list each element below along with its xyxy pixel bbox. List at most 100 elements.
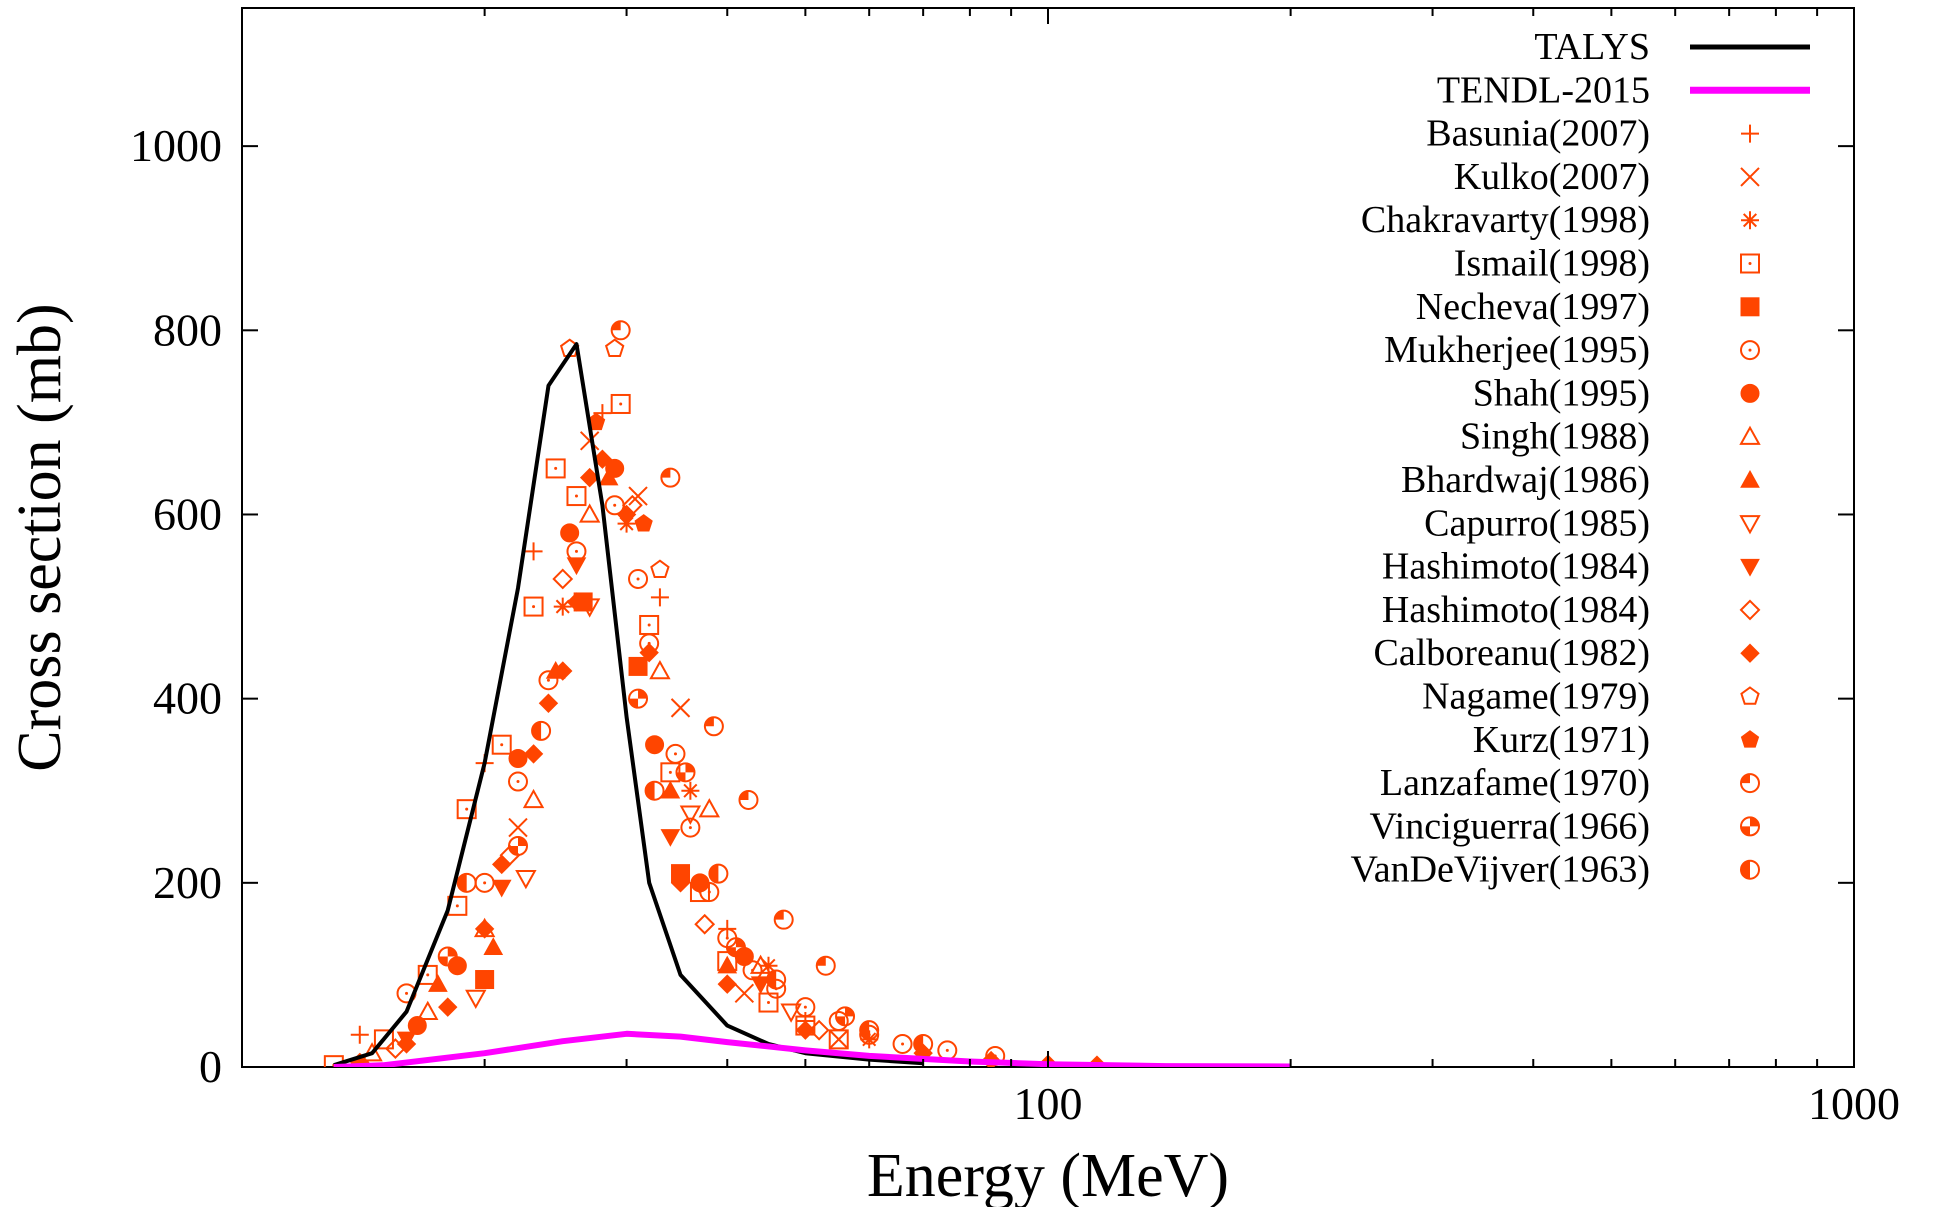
marker-fill [1741,774,1750,784]
legend-label: TENDL-2015 [1437,69,1650,111]
data-point [665,743,686,764]
legend-marker [1741,211,1759,230]
data-point [604,338,625,358]
marker-shape [1741,211,1759,230]
marker-shape [553,597,572,616]
marker-dot [1748,348,1752,352]
data-point [694,913,716,935]
marker-fill [661,468,671,478]
marker-shape [491,734,512,755]
data-point [634,514,653,532]
x-axis-title: Energy (MeV) [867,1142,1229,1207]
marker-shape [545,458,566,479]
legend-label: Capurro(1985) [1424,502,1650,544]
data-point [725,937,746,958]
marker-shape [373,1029,394,1050]
data-point [553,597,572,616]
marker-dot [837,1037,841,1041]
legend-marker [1740,773,1760,794]
series-group [396,557,771,1050]
marker-shape [795,997,816,1018]
data-point [553,661,573,681]
marker-dot [673,752,677,756]
series-group [586,412,653,532]
marker-fill [676,772,686,782]
legend-label: Hashimoto(1984) [1382,546,1650,588]
marker-shape [396,1034,417,1054]
legend-marker [1740,859,1760,880]
marker-shape [538,670,559,691]
data-point [508,749,528,769]
data-point [660,467,681,488]
marker-dot [500,743,504,747]
data-point [708,863,729,884]
data-point [438,997,458,1017]
marker-fill [517,836,527,846]
data-point [456,799,477,820]
data-point [680,817,701,838]
series-group [361,503,772,1062]
series-group [456,720,934,1054]
marker-fill [914,1034,924,1053]
marker-shape [780,1003,802,1023]
marker-shape [407,1016,427,1036]
data-point [649,659,671,680]
data-point [531,720,552,741]
marker-shape [717,955,738,974]
marker-dot [636,577,640,581]
marker-shape [604,338,625,358]
marker-shape [628,568,649,589]
y-tick-label: 0 [199,1041,222,1092]
data-point [538,693,559,713]
data-point [417,964,438,985]
marker-dot [546,678,550,682]
data-point [734,983,755,1004]
marker-shape [492,854,512,875]
marker-shape [749,954,772,974]
data-point [492,854,512,875]
marker-shape [717,974,737,994]
data-point [749,954,772,974]
marker-shape [694,913,716,935]
marker-fill [704,717,714,727]
marker-shape [560,523,580,543]
marker-shape [645,735,665,755]
marker-shape [1740,686,1760,705]
marker-shape [1740,643,1760,663]
marker-fill [457,873,467,892]
marker-fill [709,864,719,883]
marker-dot [532,605,536,609]
marker-dot [613,503,617,507]
data-point [795,1020,816,1040]
marker-shape [639,642,659,663]
series-group [407,458,754,1036]
marker-fill [638,689,648,699]
data-point [698,798,721,818]
marker-shape [1739,599,1761,621]
data-point [474,872,495,893]
marker-fill [1741,826,1750,836]
marker-dot [945,1048,949,1052]
y-axis-title: Cross section (mb) [6,303,74,771]
data-point [738,789,759,810]
legend-marker [1740,558,1760,577]
legend-label: Hashimoto(1984) [1382,589,1650,631]
y-tick-label: 1000 [130,120,222,171]
legend-label: VanDeVijver(1963) [1350,849,1650,891]
marker-shape [628,486,648,506]
legend-label: Ismail(1998) [1454,243,1650,285]
marker-shape [553,661,573,681]
data-point [508,817,528,838]
marker-shape [515,870,537,890]
marker-shape [679,805,702,825]
marker-fill [447,947,457,957]
marker-dot [668,770,672,774]
marker-shape [680,817,701,838]
marker-shape [1739,425,1761,445]
data-point [566,557,587,576]
series-group [428,467,738,992]
legend-label: Nagame(1979) [1422,676,1650,718]
y-tick-label: 800 [153,304,222,355]
data-point [717,955,738,974]
